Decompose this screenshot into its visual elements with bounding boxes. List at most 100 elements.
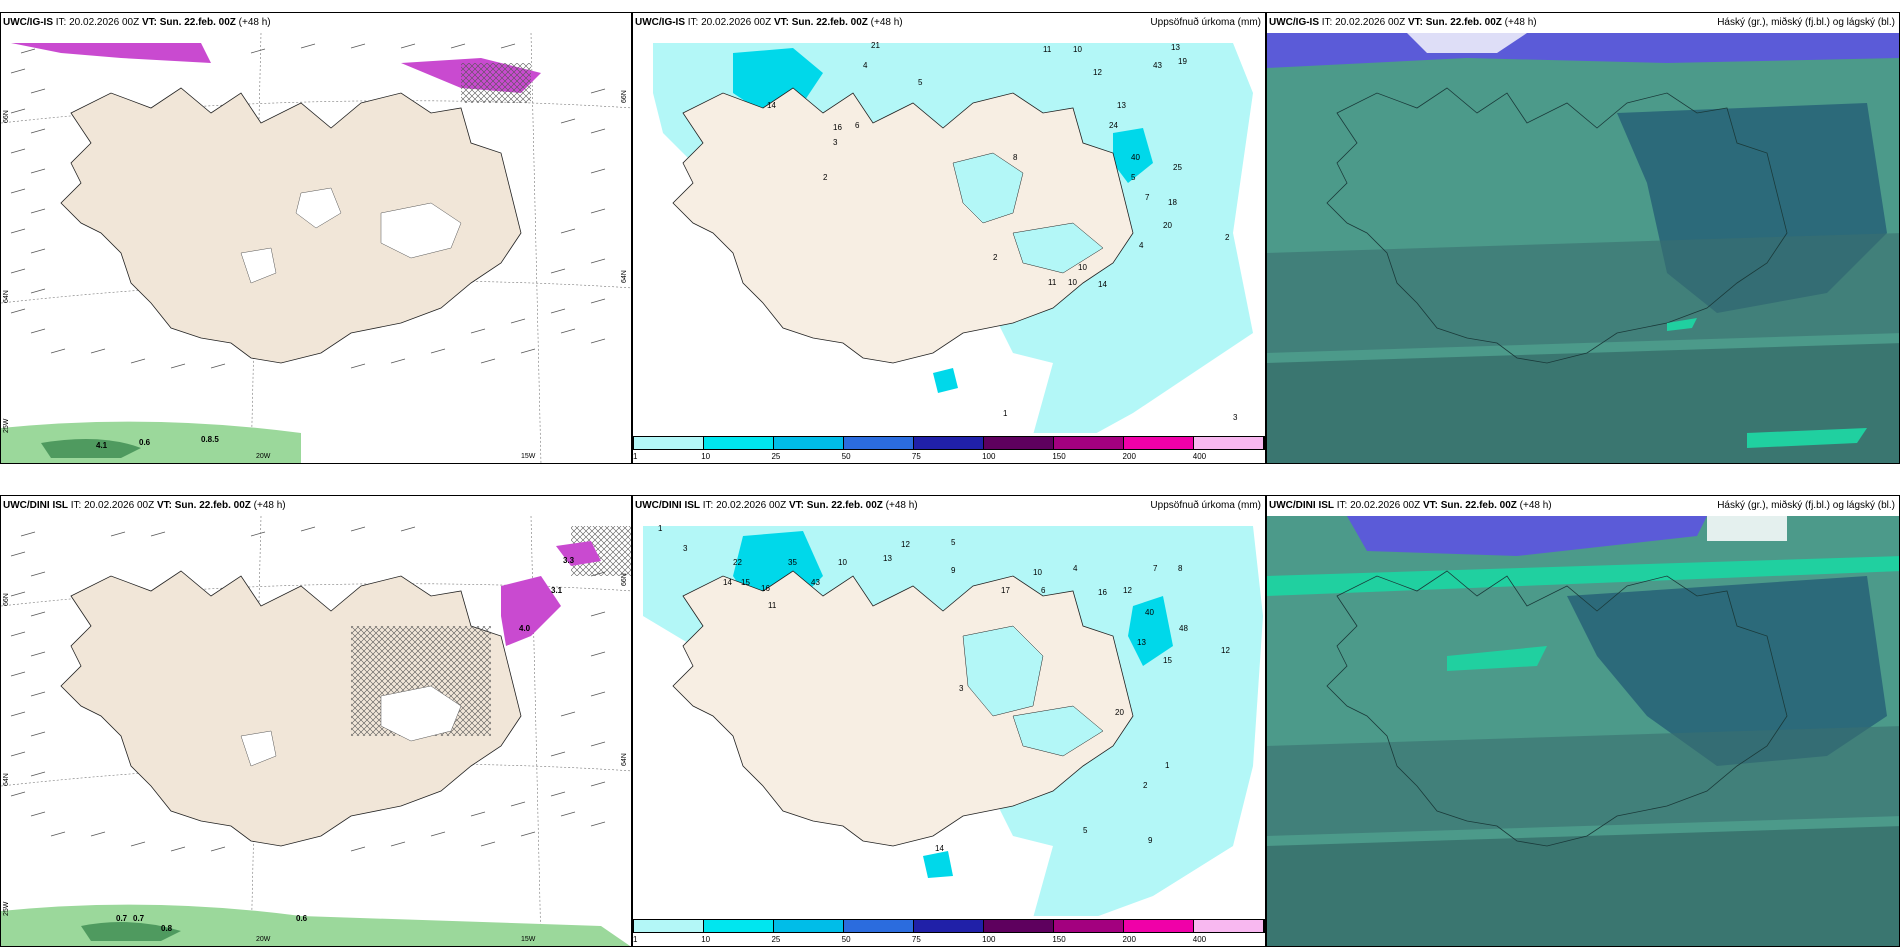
panel-top-right: UWC/IG-IS IT: 20.02.2026 00Z VT: Sun. 22…	[1266, 12, 1900, 464]
lead-time: (+48 h)	[238, 17, 271, 28]
it-label: IT:	[55, 17, 67, 28]
wind-barbs	[10, 43, 606, 369]
panel-bottom-right: UWC/DINI ISL IT: 20.02.2026 00Z VT: Sun.…	[1266, 495, 1900, 947]
legend-swatch	[1194, 920, 1264, 932]
precip-value: 3	[959, 684, 964, 693]
glacier	[380, 202, 462, 259]
snow-green	[81, 922, 181, 941]
precip-value: 12	[1221, 646, 1230, 655]
legend-swatch	[1054, 437, 1124, 449]
vt-value: Sun. 22.feb. 00Z	[806, 500, 883, 511]
value-label: 0.8.5	[201, 435, 219, 444]
lat-label-64n: 64N	[3, 773, 10, 786]
legend-swatch	[774, 437, 844, 449]
legend-swatch	[704, 920, 774, 932]
precip-value: 12	[1093, 68, 1102, 77]
precip-map	[633, 33, 1265, 435]
lat-label-25w: 25W	[3, 901, 10, 916]
iceland-land	[672, 87, 1134, 364]
vt-value: Sun. 22.feb. 00Z	[174, 500, 251, 511]
model-name: UWC/DINI ISL	[1269, 500, 1334, 511]
panel-header: UWC/IG-IS IT: 20.02.2026 00Z VT: Sun. 22…	[633, 13, 1265, 33]
legend-tick-label: 1	[633, 935, 638, 944]
precip-value: 13	[1171, 43, 1180, 52]
cloud-map	[1267, 516, 1899, 946]
legend-tick-label: 50	[841, 452, 851, 461]
value-label: 0.7	[116, 914, 128, 923]
model-name: UWC/DINI ISL	[3, 500, 68, 511]
it-label: IT:	[702, 500, 714, 511]
precip-value: 48	[1179, 624, 1188, 633]
precip-value: 1	[1165, 761, 1170, 770]
wind-map	[1, 516, 631, 946]
precip-value: 24	[1109, 121, 1118, 130]
lon-label-15w: 15W	[521, 936, 536, 943]
legend-tick-label: 100	[982, 452, 996, 461]
precip-value: 14	[1098, 280, 1107, 289]
panel-top-mid: UWC/IG-IS IT: 20.02.2026 00Z VT: Sun. 22…	[632, 12, 1266, 464]
legend-swatch	[844, 437, 914, 449]
high-cloud	[1707, 516, 1787, 541]
precip-map	[633, 516, 1265, 918]
precip-value: 7	[1153, 564, 1158, 573]
glacier	[380, 685, 462, 742]
precip-value: 2	[1143, 781, 1148, 790]
it-label: IT:	[1321, 17, 1333, 28]
legend-swatch	[774, 920, 844, 932]
precip-value: 16	[1098, 588, 1107, 597]
legend-tick-label: 50	[841, 935, 851, 944]
legend-swatch	[1054, 920, 1124, 932]
legend-swatch	[1124, 437, 1194, 449]
legend-swatch	[844, 920, 914, 932]
precip-value: 2	[993, 253, 998, 262]
precip-value: 11	[1048, 278, 1057, 287]
legend-tick-label: 150	[1052, 935, 1066, 944]
lon-label-20w: 20W	[256, 453, 271, 460]
lat-label-25w: 25W	[3, 418, 10, 433]
legend-swatch	[1124, 920, 1194, 932]
lead-time: (+48 h)	[885, 500, 918, 511]
precip-value: 5	[1083, 826, 1088, 835]
vt-label: VT:	[773, 17, 789, 28]
model-name: UWC/IG-IS	[635, 17, 685, 28]
value-label: 3.1	[551, 586, 563, 595]
precip-value: 12	[901, 540, 910, 549]
precip-value: 20	[1163, 221, 1172, 230]
it-value: 20.02.2026 00Z	[701, 17, 772, 28]
precip-legend: 1 10 25 50 75 100 150 200 400	[633, 916, 1265, 946]
vt-label: VT:	[141, 17, 157, 28]
precip-value: 8	[1013, 153, 1018, 162]
precip-value: 13	[1117, 101, 1126, 110]
snow-area	[11, 43, 211, 63]
panel-bottom-left: UWC/DINI ISL IT: 20.02.2026 00Z VT: Sun.…	[0, 495, 632, 947]
precip-value: 19	[1178, 57, 1187, 66]
precip-value: 3	[833, 138, 838, 147]
mid-cloud	[1567, 576, 1887, 766]
vt-label: VT:	[1422, 500, 1438, 511]
precip-legend: 1 10 25 50 75 100 150 200 400	[633, 433, 1265, 463]
precip-value: 3	[683, 544, 688, 553]
precip-value: 12	[1123, 586, 1132, 595]
precip-value: 43	[1153, 61, 1162, 70]
it-value: 20.02.2026 00Z	[84, 500, 155, 511]
legend-ticks: 1 10 25 50 75 100 150 200 400	[633, 452, 1265, 462]
precip-value: 21	[871, 41, 880, 50]
precip-area	[1128, 596, 1173, 666]
vt-value: Sun. 22.feb. 00Z	[1440, 500, 1517, 511]
panel-bottom-mid: UWC/DINI ISL IT: 20.02.2026 00Z VT: Sun.…	[632, 495, 1266, 947]
precip-value: 1	[1003, 409, 1008, 418]
precip-value: 8	[1178, 564, 1183, 573]
precip-value: 16	[761, 584, 770, 593]
precip-value: 40	[1131, 153, 1140, 162]
snow-green	[41, 439, 141, 458]
precip-value: 13	[883, 554, 892, 563]
precip-value: 9	[1148, 836, 1153, 845]
precip-value: 18	[1168, 198, 1177, 207]
precip-value: 4	[1073, 564, 1078, 573]
model-name: UWC/IG-IS	[1269, 17, 1319, 28]
precip-area	[1012, 222, 1104, 274]
legend-tick-label: 400	[1192, 935, 1207, 944]
high-cloud	[1407, 33, 1527, 53]
legend-tick-label: 200	[1122, 935, 1136, 944]
precip-value: 40	[1145, 608, 1154, 617]
